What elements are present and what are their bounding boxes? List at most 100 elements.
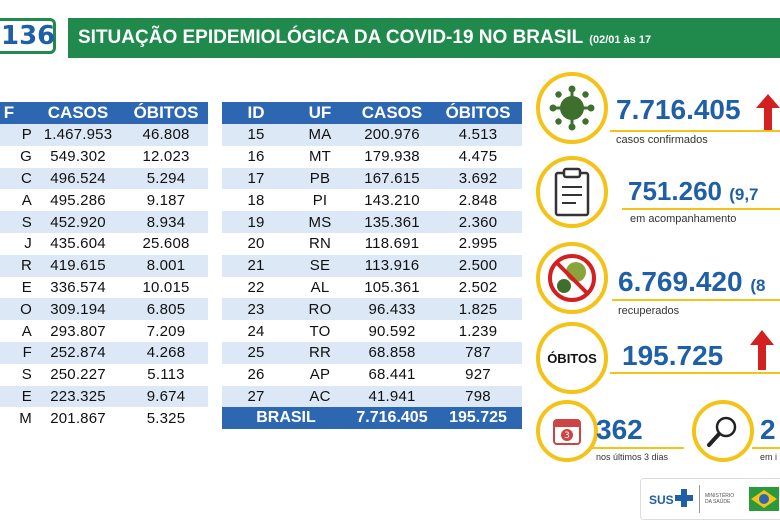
table-cell: G — [0, 145, 32, 168]
bulletin-number: 136 — [0, 18, 56, 54]
table-cell: 252.874 — [32, 341, 124, 364]
total-cases: 7.716.405 — [350, 407, 434, 430]
table-row: M 201.867 5.325 — [0, 407, 208, 430]
table-cell: 1.239 — [434, 320, 522, 342]
table-cell: 8.001 — [124, 254, 208, 277]
table-row: 24 TO 90.592 1.239 — [222, 320, 522, 342]
table-cell: S — [0, 363, 32, 386]
recovered-number: 6.769.420 — [618, 266, 743, 297]
table-cell: TO — [290, 320, 350, 342]
table-cell: 309.194 — [32, 298, 124, 321]
column-header: ID — [222, 102, 290, 124]
table-cell: 25.608 — [124, 232, 208, 255]
table-cell: 18 — [222, 189, 290, 212]
table-cell: 5.294 — [124, 167, 208, 190]
table-row: 18 PI 143.210 2.848 — [222, 189, 522, 212]
arrow-up-icon — [756, 94, 780, 130]
deaths-badge-text: ÓBITOS — [547, 350, 597, 366]
table-row: 20 RN 118.691 2.995 — [222, 232, 522, 255]
recovered-label: recuperados — [618, 305, 680, 317]
table-cell: 20 — [222, 232, 290, 255]
table-cell: A — [0, 320, 32, 342]
table-row: P 1.467.953 46.808 — [0, 124, 208, 146]
table-cell: 419.615 — [32, 254, 124, 277]
recovered-value: 6.769.420 (8 — [618, 266, 765, 298]
confirmed-cases-label: casos confirmados — [616, 134, 708, 146]
table-cell: O — [0, 298, 32, 321]
column-header: ÓBITOS — [434, 102, 522, 124]
logo-separator — [699, 485, 700, 513]
column-header: UF — [290, 102, 350, 124]
confirmed-cases-value: 7.716.405 — [616, 94, 741, 125]
table-cell: 6.805 — [124, 298, 208, 321]
table-cell: 293.807 — [32, 320, 124, 342]
total-label: BRASIL — [222, 407, 350, 430]
table-cell: 452.920 — [32, 211, 124, 233]
table-row: 19 MS 135.361 2.360 — [222, 211, 522, 233]
table-cell: 927 — [434, 363, 522, 386]
table-row: 22 AL 105.361 2.502 — [222, 276, 522, 299]
table-cell: AC — [290, 385, 350, 408]
table-cell: AP — [290, 363, 350, 386]
table-cell: M — [0, 407, 32, 430]
table-cell: 4.268 — [124, 341, 208, 364]
table-cell: MS — [290, 211, 350, 233]
brazil-flag-icon — [749, 487, 779, 511]
table-cell: 25 — [222, 341, 290, 364]
table-cell: SE — [290, 254, 350, 277]
table-cell: 2.502 — [434, 276, 522, 299]
table-row: J 435.604 25.608 — [0, 232, 208, 255]
last3days-label: nos últimos 3 dias — [596, 452, 669, 462]
table-cell: 9.187 — [124, 189, 208, 212]
divider — [622, 208, 780, 210]
table-row: A 495.286 9.187 — [0, 189, 208, 212]
table-cell: 5.113 — [124, 363, 208, 386]
table-cell: 24 — [222, 320, 290, 342]
table-cell: 12.023 — [124, 145, 208, 168]
page-title: SITUAÇÃO EPIDEMIOLÓGICA DA COVID-19 NO B… — [68, 18, 780, 58]
table-cell: 46.808 — [124, 124, 208, 146]
clipboard-icon — [536, 156, 608, 228]
table-cell: E — [0, 385, 32, 408]
column-header: ÓBITOS — [124, 102, 208, 124]
table-cell: 1.467.953 — [32, 124, 124, 146]
table-cell: 549.302 — [32, 145, 124, 168]
deaths-value: 195.725 — [622, 340, 724, 371]
table-cell: 7.209 — [124, 320, 208, 342]
recovered-pct: (8 — [750, 276, 766, 295]
table-cell: 21 — [222, 254, 290, 277]
table-cell: 143.210 — [350, 189, 434, 212]
table-cell: 336.574 — [32, 276, 124, 299]
table-cell: 15 — [222, 124, 290, 146]
table-row: F 252.874 4.268 — [0, 341, 208, 364]
table-row: 27 AC 41.941 798 — [222, 385, 522, 408]
table-cell: MA — [290, 124, 350, 146]
table-row: 16 MT 179.938 4.475 — [222, 145, 522, 168]
table-cell: PB — [290, 167, 350, 190]
calendar-day: 3 — [564, 431, 570, 441]
states-table-right: ID UF CASOS ÓBITOS 15 MA 200.976 4.513 16 MT 179.… — [222, 102, 522, 430]
table-cell: 68.441 — [350, 363, 434, 386]
divider — [592, 447, 684, 449]
total-deaths: 195.725 — [434, 407, 522, 430]
table-cell: 798 — [434, 385, 522, 408]
table-cell: 2.995 — [434, 232, 522, 255]
column-header: F — [0, 102, 32, 124]
table-row: A 293.807 7.209 — [0, 320, 208, 342]
table-cell: 201.867 — [32, 407, 124, 430]
investigation-value: 2 — [760, 414, 776, 445]
table-cell: 26 — [222, 363, 290, 386]
table-row: E 336.574 10.015 — [0, 276, 208, 299]
table-cell: RN — [290, 232, 350, 255]
table-cell: P — [0, 124, 32, 146]
table-cell: 96.433 — [350, 298, 434, 321]
logos-footer: SUS MINISTÉRIO DA SAÚDE — [640, 478, 780, 520]
table-cell: J — [0, 232, 32, 255]
table-cell: 2.500 — [434, 254, 522, 277]
table-cell: 23 — [222, 298, 290, 321]
table-cell: R — [0, 254, 32, 277]
table-row: R 419.615 8.001 — [0, 254, 208, 277]
table-row: O 309.194 6.805 — [0, 298, 208, 321]
magnifier-icon — [692, 400, 754, 462]
table-cell: E — [0, 276, 32, 299]
